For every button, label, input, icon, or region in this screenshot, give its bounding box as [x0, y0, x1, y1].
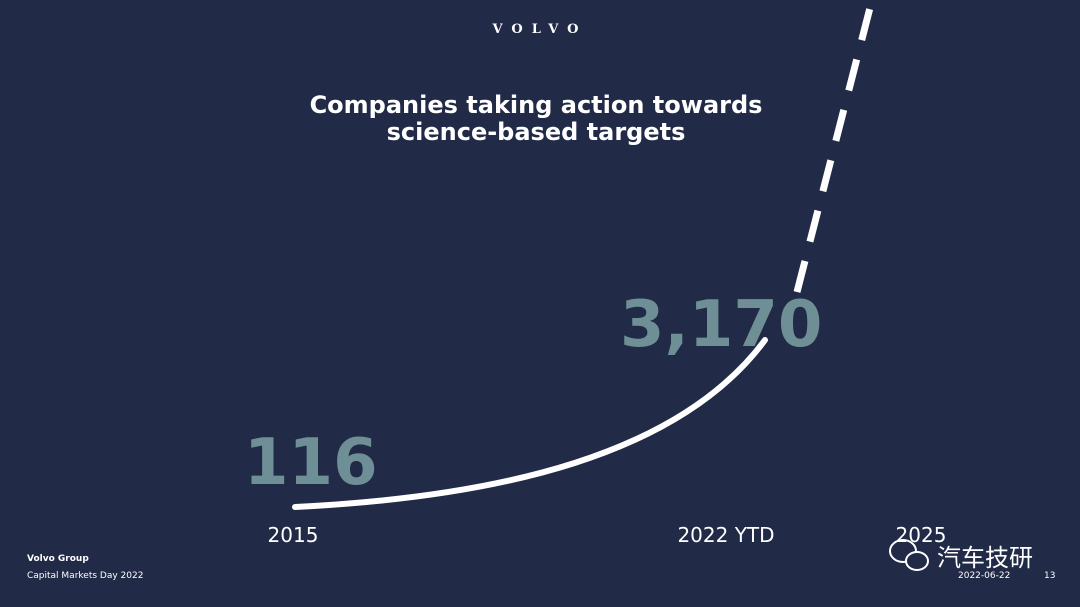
watermark-icon — [889, 539, 929, 571]
value-label: 116 — [244, 426, 378, 500]
value-label: 3,170 — [620, 288, 822, 362]
footer-event: Capital Markets Day 2022 — [27, 571, 143, 581]
title-line: science-based targets — [387, 118, 686, 146]
footer-company: Volvo Group — [27, 554, 89, 564]
year-label: 2025 — [896, 523, 947, 547]
year-label: 2015 — [268, 523, 319, 547]
footer-page: 13 — [1044, 571, 1055, 581]
title-line: Companies taking action towards — [310, 91, 763, 119]
watermark: 汽车技研 — [937, 544, 1033, 572]
year-label: 2022 YTD — [677, 523, 774, 547]
logo: VOLVO — [492, 22, 588, 37]
growth-curve — [292, 337, 768, 510]
footer-date: 2022-06-22 — [958, 571, 1010, 581]
